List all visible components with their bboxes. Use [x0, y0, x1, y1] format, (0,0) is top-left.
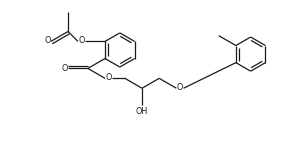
Text: O: O	[177, 83, 183, 92]
Text: OH: OH	[136, 107, 148, 116]
Text: O: O	[61, 64, 68, 73]
Text: O: O	[105, 73, 112, 82]
Text: O: O	[78, 36, 85, 45]
Text: O: O	[44, 36, 51, 45]
